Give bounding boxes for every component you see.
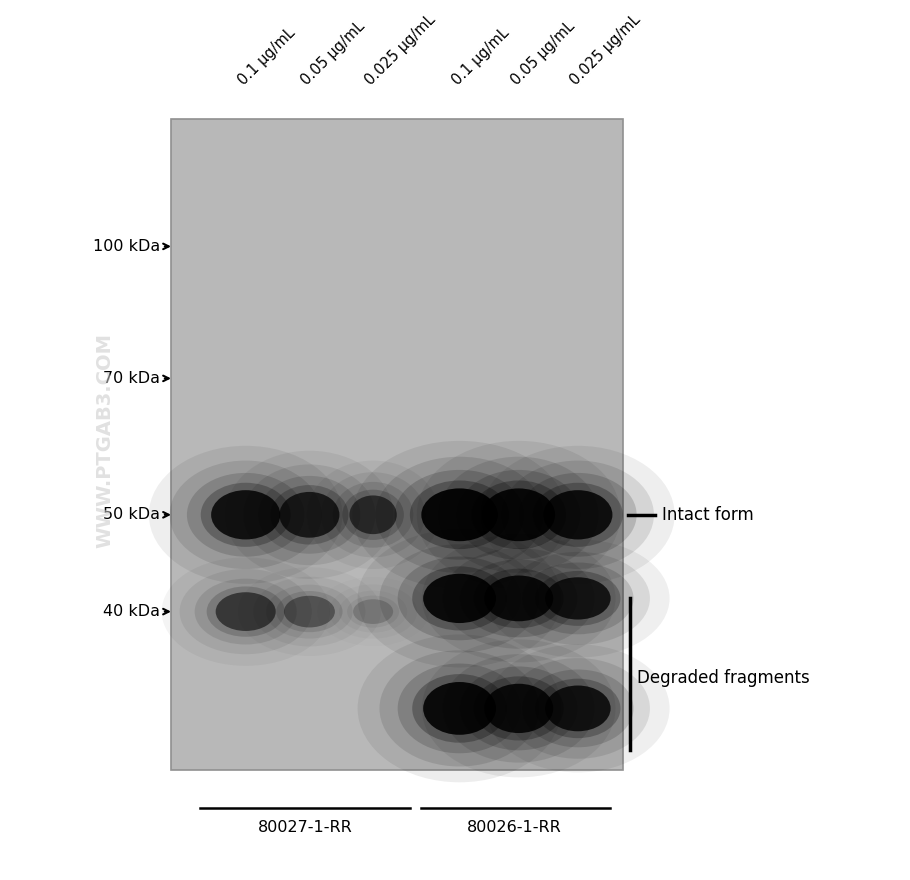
Ellipse shape: [277, 591, 342, 632]
Ellipse shape: [149, 446, 342, 583]
Ellipse shape: [258, 476, 360, 554]
Ellipse shape: [460, 666, 578, 751]
Ellipse shape: [423, 574, 496, 623]
Ellipse shape: [522, 562, 633, 634]
Ellipse shape: [279, 492, 339, 538]
Ellipse shape: [201, 483, 290, 546]
Ellipse shape: [474, 568, 563, 628]
Ellipse shape: [353, 599, 393, 624]
Ellipse shape: [284, 596, 335, 627]
Bar: [171, 119, 623, 770]
Ellipse shape: [211, 490, 280, 539]
Ellipse shape: [179, 569, 312, 654]
Ellipse shape: [535, 571, 621, 626]
Ellipse shape: [457, 470, 581, 560]
Ellipse shape: [442, 654, 595, 763]
Ellipse shape: [412, 674, 507, 743]
Text: 0.1 μg/mL: 0.1 μg/mL: [449, 26, 511, 88]
Text: 70 kDa: 70 kDa: [103, 370, 160, 386]
Ellipse shape: [533, 483, 622, 546]
Ellipse shape: [545, 686, 611, 731]
Ellipse shape: [352, 441, 567, 589]
Ellipse shape: [471, 480, 566, 549]
Text: Intact form: Intact form: [662, 506, 754, 524]
Ellipse shape: [398, 664, 521, 753]
Ellipse shape: [519, 473, 637, 557]
Ellipse shape: [545, 577, 611, 620]
Text: 0.1 μg/mL: 0.1 μg/mL: [235, 26, 298, 88]
Ellipse shape: [358, 634, 561, 782]
Ellipse shape: [481, 446, 674, 583]
Ellipse shape: [376, 457, 543, 573]
Ellipse shape: [349, 495, 397, 534]
Ellipse shape: [216, 592, 276, 631]
Ellipse shape: [333, 482, 413, 547]
Text: 100 kDa: 100 kDa: [93, 238, 160, 254]
Ellipse shape: [358, 530, 561, 667]
Text: 0.05 μg/mL: 0.05 μg/mL: [298, 18, 369, 88]
Text: 40 kDa: 40 kDa: [103, 604, 160, 620]
Ellipse shape: [486, 539, 670, 657]
Ellipse shape: [522, 670, 633, 747]
Ellipse shape: [439, 457, 599, 573]
Ellipse shape: [506, 658, 650, 759]
Ellipse shape: [379, 544, 540, 653]
Ellipse shape: [321, 473, 425, 557]
Ellipse shape: [395, 470, 524, 560]
Ellipse shape: [442, 548, 595, 649]
Text: WWW.PTGAB3.COM: WWW.PTGAB3.COM: [96, 333, 114, 547]
Text: 0.025 μg/mL: 0.025 μg/mL: [567, 12, 643, 88]
Text: 0.05 μg/mL: 0.05 μg/mL: [508, 18, 578, 88]
Text: 50 kDa: 50 kDa: [103, 507, 160, 523]
Ellipse shape: [484, 684, 553, 733]
Ellipse shape: [421, 488, 498, 541]
Ellipse shape: [482, 488, 555, 541]
Ellipse shape: [506, 552, 650, 645]
Ellipse shape: [484, 576, 553, 621]
Ellipse shape: [398, 556, 521, 641]
Ellipse shape: [226, 451, 393, 579]
Ellipse shape: [486, 644, 670, 773]
Ellipse shape: [535, 678, 621, 738]
Ellipse shape: [474, 677, 563, 740]
Ellipse shape: [417, 441, 621, 589]
Ellipse shape: [460, 560, 578, 637]
Ellipse shape: [501, 460, 654, 569]
Ellipse shape: [379, 650, 540, 766]
Ellipse shape: [187, 473, 305, 557]
Text: 80027-1-RR: 80027-1-RR: [258, 820, 352, 835]
Ellipse shape: [266, 584, 353, 639]
Ellipse shape: [195, 579, 297, 644]
Ellipse shape: [270, 485, 349, 545]
Ellipse shape: [543, 490, 612, 539]
Ellipse shape: [410, 480, 510, 549]
Ellipse shape: [423, 682, 496, 735]
Ellipse shape: [347, 596, 399, 627]
Ellipse shape: [207, 586, 285, 637]
Text: 80026-1-RR: 80026-1-RR: [467, 820, 561, 835]
Text: Degraded fragments: Degraded fragments: [637, 669, 810, 686]
Ellipse shape: [342, 489, 404, 540]
Ellipse shape: [243, 465, 376, 565]
Text: 0.025 μg/mL: 0.025 μg/mL: [362, 12, 439, 88]
Ellipse shape: [169, 460, 322, 569]
Ellipse shape: [422, 534, 615, 663]
Ellipse shape: [422, 640, 615, 777]
Ellipse shape: [412, 567, 507, 630]
